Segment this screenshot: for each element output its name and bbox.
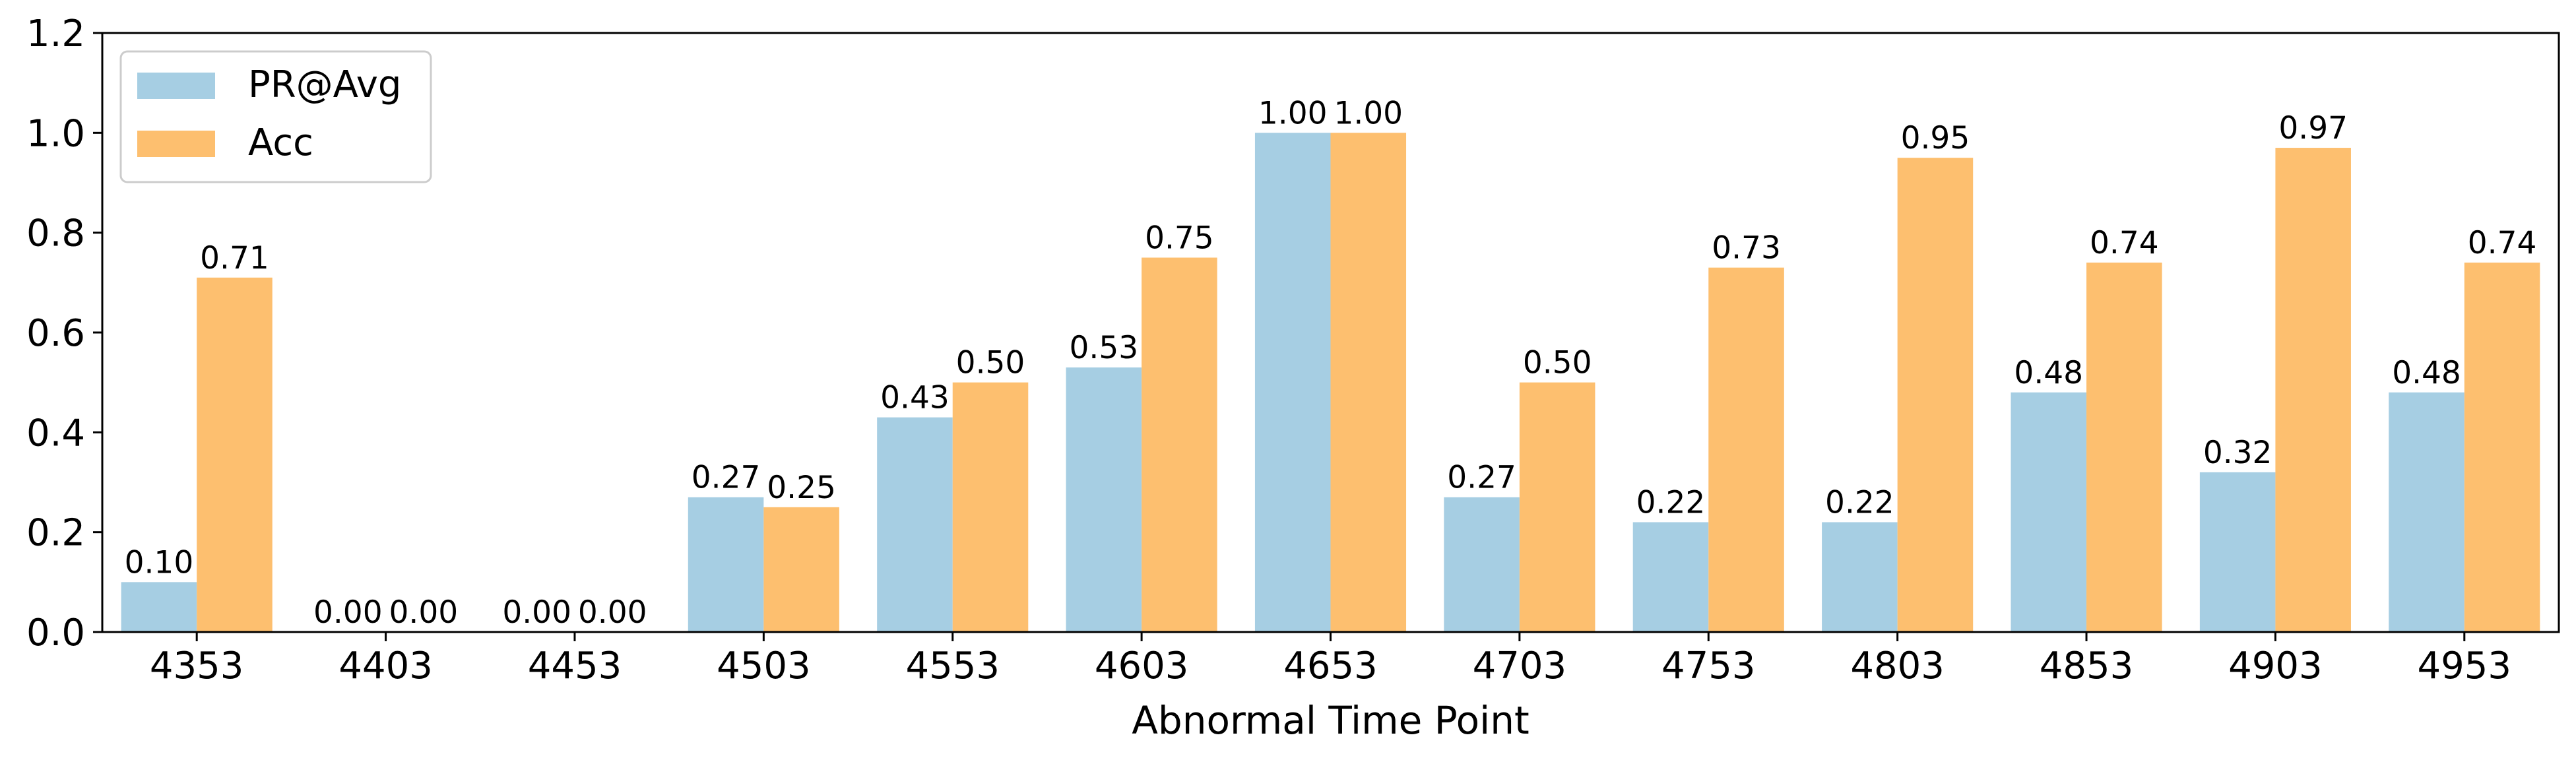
x-tick-label: 4753 (1661, 645, 1756, 687)
data-label: 0.27 (692, 460, 761, 496)
bar-pr-avg-4903 (2199, 472, 2276, 632)
legend-swatch-pr-avg (137, 73, 215, 99)
bar-acc-4753 (1708, 267, 1784, 633)
x-axis-label: Abnormal Time Point (1132, 698, 1530, 743)
data-label: 0.43 (880, 380, 950, 416)
x-tick-label: 4503 (717, 645, 811, 687)
data-label: 0.00 (578, 594, 647, 631)
bar-pr-avg-4803 (1822, 522, 1898, 632)
bar-acc-4553 (952, 382, 1029, 632)
bar-acc-4803 (1897, 158, 1974, 632)
y-axis: 0.0 0.2 0.4 0.6 0.8 1.0 1.2 (26, 13, 102, 654)
data-label: 0.75 (1145, 220, 1214, 257)
bar-pr-avg-4553 (877, 417, 953, 632)
data-label: 0.27 (1447, 460, 1516, 496)
y-tick-label: 0.4 (26, 412, 85, 455)
y-tick-label: 0.6 (26, 312, 85, 355)
bar-pr-avg-4753 (1632, 522, 1709, 632)
x-tick-label: 4853 (2040, 645, 2134, 687)
data-label: 0.48 (2392, 355, 2461, 391)
y-tick-label: 0.0 (26, 612, 85, 654)
data-label: 0.74 (2468, 225, 2537, 261)
legend-label: Acc (248, 121, 313, 164)
bar-acc-4503 (763, 507, 839, 632)
data-label: 1.00 (1258, 95, 1328, 131)
x-tick-label: 4803 (1850, 645, 1945, 687)
bar-acc-4703 (1519, 382, 1595, 632)
data-label: 0.50 (956, 345, 1025, 381)
legend-label: PR@Avg (248, 63, 401, 106)
bars-layer (121, 133, 2540, 633)
x-tick-label: 4653 (1283, 645, 1378, 687)
y-tick-label: 0.8 (26, 212, 85, 255)
x-tick-label: 4953 (2418, 645, 2512, 687)
x-tick-label: 4403 (338, 645, 433, 687)
bar-acc-4853 (2086, 263, 2162, 633)
bar-acc-4353 (197, 277, 273, 632)
data-label: 0.50 (1523, 345, 1592, 381)
bar-pr-avg-4503 (688, 497, 764, 632)
x-tick-label: 4453 (528, 645, 622, 687)
data-label: 0.22 (1636, 485, 1706, 521)
bar-acc-4903 (2275, 148, 2351, 633)
x-tick-label: 4603 (1095, 645, 1189, 687)
data-label: 0.48 (2014, 355, 2083, 391)
x-axis: 4353 4403 4453 4503 4553 4603 4653 4703 4753 4803… (150, 632, 2511, 687)
x-tick-label: 4553 (905, 645, 1000, 687)
bar-acc-4953 (2464, 263, 2540, 633)
x-tick-label: 4903 (2228, 645, 2323, 687)
data-label: 0.25 (767, 470, 836, 506)
data-label: 0.00 (313, 594, 383, 631)
data-label: 0.73 (1712, 230, 1781, 267)
data-label: 1.00 (1334, 95, 1403, 131)
x-tick-label: 4703 (1473, 645, 1567, 687)
bar-pr-avg-4853 (2011, 392, 2087, 632)
data-label: 0.97 (2278, 110, 2348, 146)
data-label: 0.74 (2090, 225, 2159, 261)
x-tick-label: 4353 (150, 645, 244, 687)
data-label: 0.32 (2203, 435, 2272, 471)
bar-pr-avg-4603 (1066, 367, 1142, 632)
data-labels-layer: 0.100.00 0.000.270.430.531.000.270.22 0.22… (125, 95, 2537, 631)
bar-pr-avg-4653 (1254, 133, 1331, 633)
data-label: 0.00 (389, 594, 459, 631)
data-label: 0.10 (125, 544, 194, 581)
y-tick-label: 1.0 (26, 112, 85, 155)
bar-acc-4653 (1330, 133, 1407, 633)
legend: PR@Avg Acc (119, 50, 432, 183)
data-label: 0.22 (1825, 485, 1894, 521)
data-label: 0.00 (502, 594, 571, 631)
y-tick-label: 1.2 (26, 13, 85, 55)
y-tick-label: 0.2 (26, 512, 85, 555)
legend-swatch-acc (137, 131, 215, 157)
bar-pr-avg-4953 (2389, 392, 2464, 632)
bar-pr-avg-4703 (1444, 497, 1520, 632)
data-label: 0.71 (200, 240, 269, 276)
bar-acc-4603 (1142, 257, 1217, 632)
data-label: 0.53 (1070, 330, 1139, 366)
bar-pr-avg-4353 (121, 582, 197, 632)
data-label: 0.95 (1901, 120, 1970, 156)
